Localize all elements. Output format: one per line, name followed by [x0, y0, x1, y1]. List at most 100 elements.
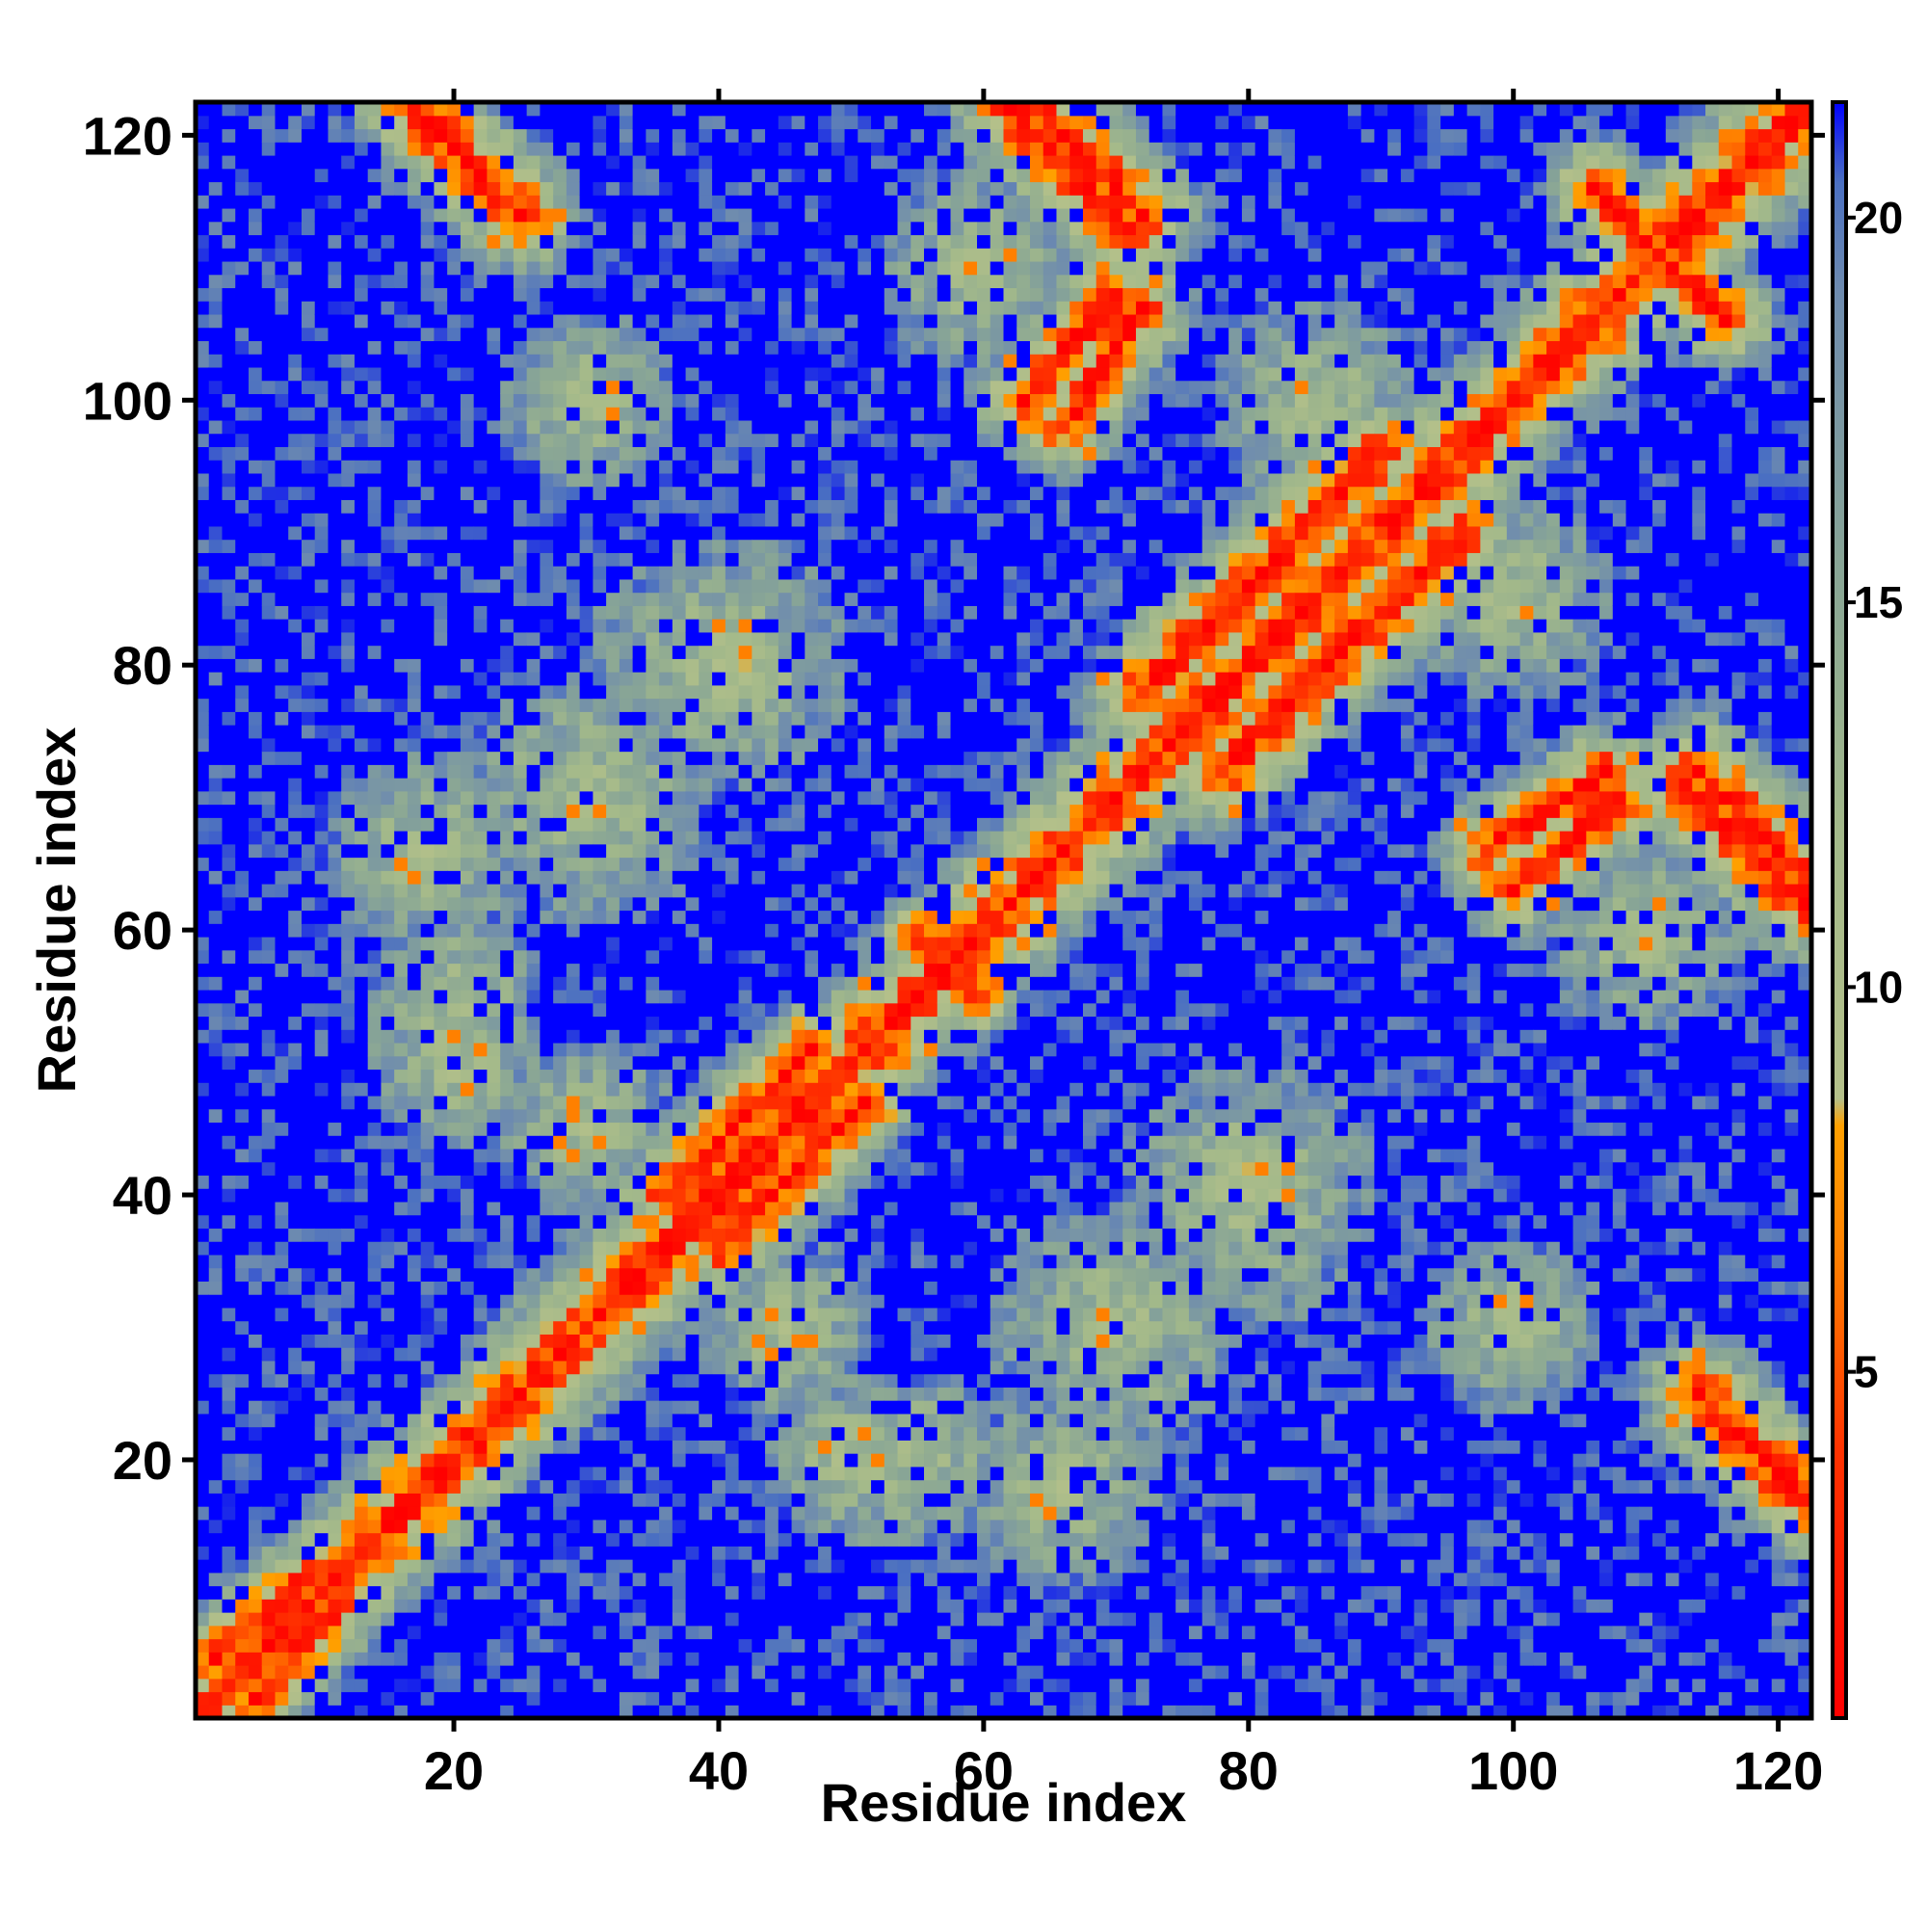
- heatmap-cell: [208, 154, 224, 170]
- heatmap-cell: [367, 128, 383, 143]
- heatmap-cell: [526, 1559, 541, 1574]
- heatmap-cell: [579, 725, 594, 739]
- heatmap-cell: [540, 234, 554, 249]
- heatmap-cell: [235, 672, 250, 686]
- heatmap-cell: [354, 274, 369, 289]
- heatmap-cell: [619, 486, 634, 500]
- heatmap-cell: [513, 1042, 528, 1057]
- heatmap-cell: [341, 1016, 356, 1030]
- heatmap-cell: [367, 433, 383, 447]
- heatmap-cell: [447, 870, 462, 885]
- heatmap-cell: [288, 287, 303, 302]
- heatmap-cell: [712, 989, 726, 1004]
- heatmap-cell: [420, 539, 436, 553]
- heatmap-cell: [579, 1373, 594, 1388]
- heatmap-cell: [222, 605, 236, 620]
- heatmap-cell: [447, 976, 462, 991]
- heatmap-cell: [500, 1466, 515, 1481]
- heatmap-cell: [447, 1042, 462, 1057]
- heatmap-cell: [381, 592, 395, 606]
- heatmap-cell: [725, 1387, 740, 1401]
- heatmap-cell: [394, 1652, 409, 1666]
- heatmap-cell: [407, 446, 422, 461]
- heatmap-cell: [394, 1228, 409, 1242]
- heatmap-cell: [540, 1214, 554, 1230]
- heatmap-cell: [725, 539, 740, 553]
- heatmap-cell: [394, 1387, 409, 1401]
- heatmap-cell: [500, 592, 515, 606]
- heatmap-cell: [566, 1387, 581, 1401]
- heatmap-cell: [685, 486, 700, 500]
- heatmap-cell: [235, 566, 250, 580]
- heatmap-cell: [314, 778, 330, 792]
- heatmap-cell: [208, 1002, 224, 1018]
- heatmap-cell: [394, 896, 409, 912]
- heatmap-cell: [579, 102, 594, 117]
- heatmap-cell: [235, 1334, 250, 1348]
- heatmap-cell: [513, 1413, 528, 1428]
- heatmap-cell: [288, 301, 303, 315]
- heatmap-cell: [460, 1426, 475, 1441]
- heatmap-cell: [222, 234, 236, 249]
- heatmap-cell: [646, 578, 660, 594]
- heatmap-cell: [447, 207, 462, 223]
- heatmap-cell: [553, 1016, 568, 1030]
- heatmap-cell: [248, 949, 263, 965]
- heatmap-cell: [447, 857, 462, 871]
- heatmap-cell: [553, 1519, 568, 1534]
- heatmap-cell: [354, 419, 369, 435]
- heatmap-cell: [606, 340, 620, 355]
- heatmap-cell: [487, 949, 501, 965]
- heatmap-cell: [341, 499, 356, 514]
- heatmap-cell: [725, 340, 740, 355]
- heatmap-cell: [288, 1029, 303, 1044]
- heatmap-cell: [699, 1705, 713, 1719]
- heatmap-cell: [659, 248, 673, 262]
- heatmap-cell: [235, 936, 250, 951]
- heatmap-cell: [725, 499, 740, 514]
- heatmap-cell: [367, 976, 383, 991]
- heatmap-cell: [487, 525, 501, 541]
- heatmap-cell: [248, 1108, 263, 1124]
- heatmap-cell: [632, 234, 647, 249]
- heatmap-cell: [619, 817, 634, 832]
- heatmap-cell: [526, 963, 541, 977]
- heatmap-cell: [367, 380, 383, 395]
- heatmap-cell: [328, 552, 342, 567]
- heatmap-cell: [434, 446, 448, 461]
- heatmap-cell: [196, 737, 210, 753]
- heatmap-cell: [314, 354, 330, 368]
- heatmap-cell: [434, 870, 448, 885]
- heatmap-cell: [540, 1148, 554, 1163]
- heatmap-cell: [487, 1320, 501, 1335]
- heatmap-cell: [500, 896, 515, 912]
- heatmap-cell: [606, 1228, 620, 1242]
- heatmap-cell: [473, 380, 488, 395]
- heatmap-cell: [407, 711, 422, 726]
- heatmap-cell: [367, 274, 383, 289]
- heatmap-cell: [712, 711, 726, 726]
- heatmap-cell: [540, 472, 554, 488]
- heatmap-cell: [566, 287, 581, 302]
- heatmap-cell: [381, 1612, 395, 1627]
- heatmap-cell: [646, 910, 660, 924]
- heatmap-cell: [341, 910, 356, 924]
- heatmap-cell: [341, 354, 356, 368]
- heatmap-cell: [513, 976, 528, 991]
- heatmap-cell: [579, 645, 594, 659]
- heatmap-cell: [672, 207, 687, 223]
- heatmap-cell: [593, 539, 607, 553]
- heatmap-cell: [646, 831, 660, 845]
- heatmap-cell: [208, 578, 224, 594]
- heatmap-cell: [725, 1188, 740, 1203]
- heatmap-cell: [553, 698, 568, 712]
- heatmap-cell: [261, 684, 277, 700]
- heatmap-cell: [566, 366, 581, 382]
- heatmap-cell: [513, 1426, 528, 1441]
- heatmap-cell: [407, 1281, 422, 1295]
- heatmap-cell: [288, 804, 303, 818]
- heatmap-cell: [487, 1294, 501, 1309]
- heatmap-cell: [434, 1665, 448, 1680]
- heatmap-cell: [593, 301, 607, 315]
- heatmap-cell: [367, 154, 383, 170]
